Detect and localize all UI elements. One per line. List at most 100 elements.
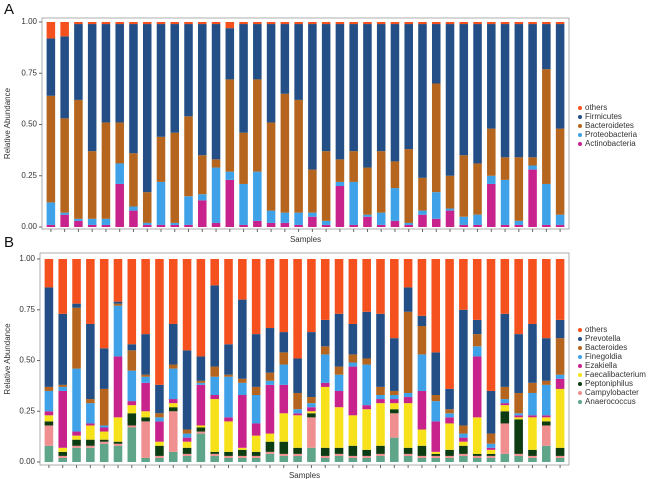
- bar-segment: [155, 259, 164, 385]
- bar-segment: [307, 447, 316, 462]
- bar-segment: [390, 22, 400, 25]
- bar-segment: [417, 315, 427, 326]
- bar-segment: [500, 259, 510, 314]
- bar-segment: [335, 181, 345, 186]
- bar-segment: [293, 409, 302, 414]
- bar-segment: [431, 192, 441, 219]
- bar-segment: [251, 259, 261, 335]
- bar-segment: [225, 179, 235, 227]
- bar-segment: [418, 22, 427, 25]
- bar-segment: [115, 24, 124, 123]
- bar-segment: [72, 447, 81, 462]
- bar-segment: [349, 24, 358, 152]
- bar-segment: [265, 433, 275, 442]
- bar-segment: [115, 163, 124, 184]
- bar-segment: [321, 220, 331, 225]
- bar-segment: [99, 425, 109, 428]
- bar-segment: [72, 431, 81, 436]
- bar-segment: [127, 427, 137, 462]
- bar-segment: [265, 380, 275, 385]
- bar-segment: [293, 413, 302, 416]
- bar-segment: [238, 259, 247, 300]
- bar-segment: [141, 411, 150, 418]
- bar-segment: [156, 22, 166, 25]
- bar-segment: [349, 151, 358, 182]
- bar-segment: [348, 362, 358, 367]
- bar-segment: [320, 382, 330, 387]
- bar-segment: [307, 413, 316, 418]
- bar-segment: [486, 449, 496, 454]
- bar-segment: [44, 445, 54, 462]
- bar-segment: [473, 22, 482, 25]
- bar-segment: [307, 259, 316, 333]
- bar-segment: [514, 259, 523, 335]
- bar-segment: [251, 457, 261, 462]
- bar-segment: [87, 224, 97, 227]
- bar-segment: [542, 183, 551, 225]
- bar-segment: [514, 455, 523, 462]
- bar-segment: [265, 328, 275, 373]
- bar-segment: [141, 417, 150, 422]
- bar-segment: [168, 451, 178, 462]
- bar-segment: [46, 22, 56, 39]
- bar-segment: [459, 22, 469, 25]
- bar-segment: [390, 409, 399, 414]
- bar-segment: [74, 99, 83, 219]
- bar-segment: [211, 222, 221, 227]
- bar-segment: [238, 395, 247, 448]
- bar-segment: [279, 384, 289, 414]
- bar-segment: [196, 431, 206, 434]
- bar-segment: [253, 24, 262, 80]
- bar-segment: [113, 443, 123, 446]
- bar-segment: [72, 259, 81, 304]
- bar-segment: [500, 24, 510, 158]
- bar-segment: [141, 334, 150, 375]
- bar-segment: [404, 149, 413, 223]
- bar-segment: [390, 437, 399, 462]
- bar-segment: [514, 334, 523, 393]
- bar-segment: [113, 259, 123, 302]
- bar-segment: [224, 451, 233, 456]
- legend-label: others: [585, 103, 607, 112]
- bar-segment: [155, 441, 164, 446]
- bar-segment: [376, 212, 386, 225]
- bar-segment: [86, 439, 95, 446]
- bar-segment: [72, 307, 81, 369]
- bar-segment: [500, 22, 510, 25]
- bar-segment: [335, 22, 345, 25]
- bar-segment: [142, 24, 152, 193]
- bar-segment: [472, 334, 482, 347]
- bar-segment: [334, 374, 344, 391]
- bar-segment: [459, 259, 468, 310]
- bar-segment: [225, 171, 235, 180]
- bar-segment: [182, 259, 192, 351]
- bar-segment: [141, 382, 150, 412]
- bar-segment: [320, 447, 330, 456]
- bar-segment: [44, 411, 54, 416]
- bar-segment: [46, 224, 56, 227]
- legend-label: Ezakiella: [585, 361, 618, 370]
- bar-segment: [86, 445, 95, 448]
- bar-segment: [362, 455, 371, 458]
- bar-segment: [170, 24, 180, 133]
- bar-segment: [211, 159, 221, 168]
- bar-segment: [60, 214, 69, 227]
- bar-segment: [210, 453, 219, 456]
- bar-segment: [376, 22, 386, 25]
- bar-segment: [196, 259, 206, 357]
- y-tick-label: 0.00: [19, 457, 35, 466]
- bar-segment: [417, 390, 427, 430]
- bar-segment: [239, 224, 248, 227]
- bar-segment: [60, 36, 69, 119]
- bar-segment: [58, 386, 68, 391]
- bar-segment: [210, 285, 219, 367]
- bar-segment: [115, 183, 124, 227]
- bar-segment: [239, 22, 248, 25]
- bar-segment: [210, 455, 219, 462]
- bar-segment: [445, 455, 454, 458]
- bar-segment: [321, 224, 331, 227]
- bar-segment: [308, 22, 317, 25]
- bar-segment: [182, 441, 192, 448]
- bar-segment: [279, 259, 289, 333]
- bar-segment: [486, 457, 496, 462]
